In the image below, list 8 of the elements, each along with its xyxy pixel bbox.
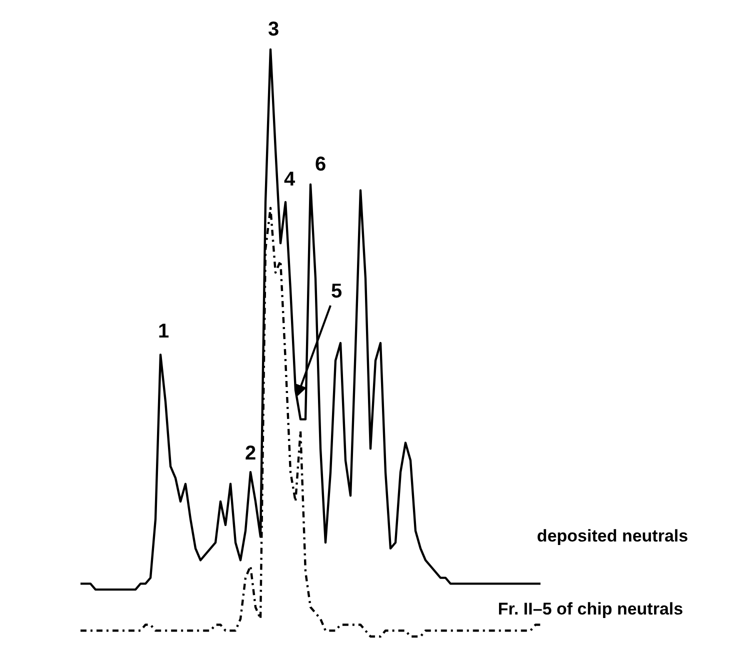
text: 3 (268, 18, 280, 40)
annotation: 2 (244, 442, 256, 464)
annotation: 5 (330, 280, 342, 302)
text: deposited neutrals (536, 526, 688, 546)
annotation: 6 (314, 154, 326, 176)
series-label: Fr. II–5 of chip neutrals (498, 600, 684, 618)
annotation: 1 (158, 320, 170, 342)
annotation: 4 (284, 168, 296, 190)
